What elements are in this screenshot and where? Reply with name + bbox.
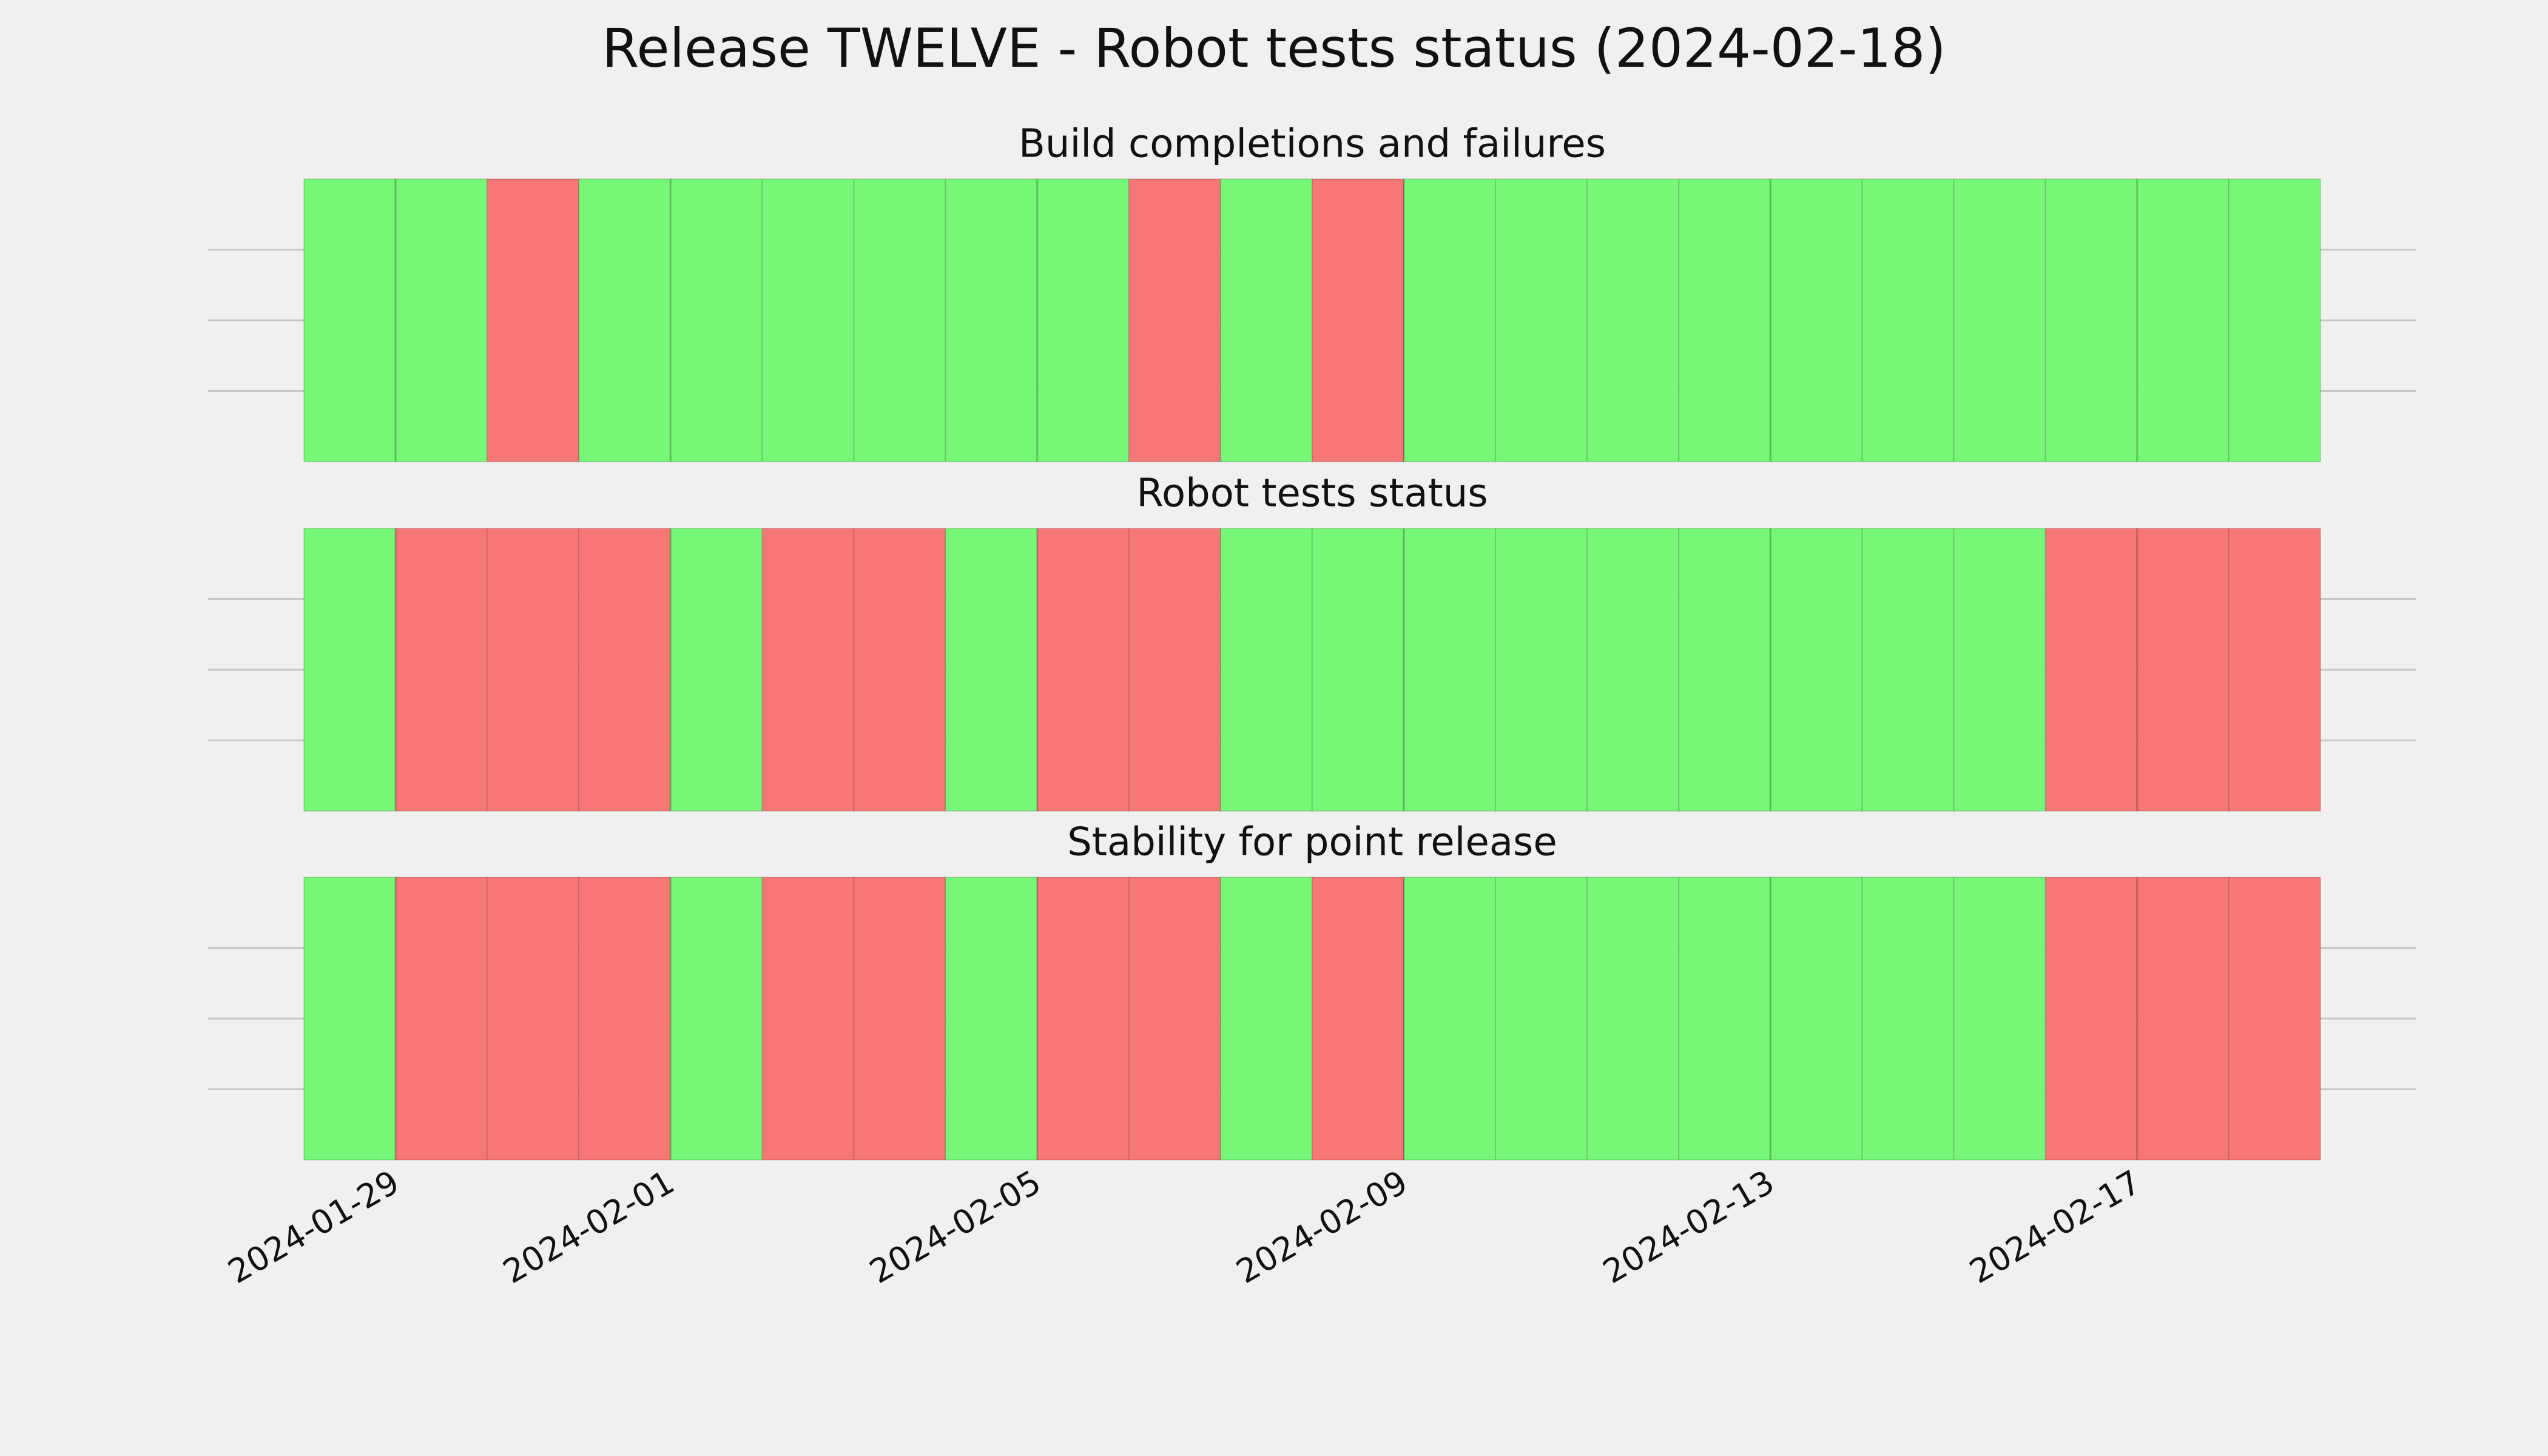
status-span (1036, 178, 1130, 462)
status-span (761, 528, 855, 812)
status-span (303, 178, 397, 462)
status-span (1312, 877, 1405, 1161)
status-span (945, 528, 1038, 812)
status-span (578, 877, 672, 1161)
status-span (1403, 877, 1497, 1161)
status-span (578, 178, 672, 462)
subplot-title: Build completions and failures (1019, 122, 1606, 167)
status-span (1953, 528, 2046, 812)
status-span (1403, 178, 1497, 462)
status-span (1953, 877, 2046, 1161)
status-span (2136, 528, 2230, 812)
status-span (670, 877, 763, 1161)
status-span (945, 178, 1038, 462)
status-span (1678, 877, 1771, 1161)
status-span (670, 528, 763, 812)
status-span (2136, 178, 2230, 462)
status-span (761, 877, 855, 1161)
status-span (1312, 178, 1405, 462)
status-span (303, 877, 397, 1161)
status-span (303, 528, 397, 812)
status-span (2228, 178, 2322, 462)
status-span (487, 877, 580, 1161)
status-span (1403, 528, 1497, 812)
status-span (1861, 528, 1955, 812)
status-span (1678, 178, 1771, 462)
subplot-title: Stability for point release (1067, 820, 1557, 865)
status-span (1219, 877, 1313, 1161)
status-span (1128, 178, 1221, 462)
status-span (1128, 877, 1221, 1161)
status-span (1770, 178, 1863, 462)
status-span (487, 528, 580, 812)
status-span (1770, 877, 1863, 1161)
status-span (1128, 528, 1221, 812)
status-span (1586, 178, 1680, 462)
status-span (1036, 528, 1130, 812)
status-span (1861, 178, 1955, 462)
subplot-title: Robot tests status (1136, 471, 1488, 516)
status-span (395, 528, 488, 812)
status-span (853, 178, 946, 462)
status-span (2044, 528, 2138, 812)
status-span (1495, 178, 1588, 462)
status-span (1495, 877, 1588, 1161)
status-span (1678, 528, 1771, 812)
status-span (1312, 528, 1405, 812)
status-span (2136, 877, 2230, 1161)
status-span (487, 178, 580, 462)
status-span (2044, 877, 2138, 1161)
status-span (670, 178, 763, 462)
status-span (945, 877, 1038, 1161)
chart-title: Release TWELVE - Robot tests status (202… (602, 17, 1946, 79)
status-span (853, 877, 946, 1161)
status-span (1586, 877, 1680, 1161)
status-span (2044, 178, 2138, 462)
status-span (1495, 528, 1588, 812)
status-span (1219, 178, 1313, 462)
status-span (2228, 877, 2322, 1161)
status-span (1219, 528, 1313, 812)
status-span (578, 528, 672, 812)
status-span (1953, 178, 2046, 462)
status-span (395, 178, 488, 462)
status-span (2228, 528, 2322, 812)
status-span (395, 877, 488, 1161)
status-span (761, 178, 855, 462)
status-span (1036, 877, 1130, 1161)
status-span (853, 528, 946, 812)
status-span (1770, 528, 1863, 812)
status-span (1861, 877, 1955, 1161)
status-span (1586, 528, 1680, 812)
